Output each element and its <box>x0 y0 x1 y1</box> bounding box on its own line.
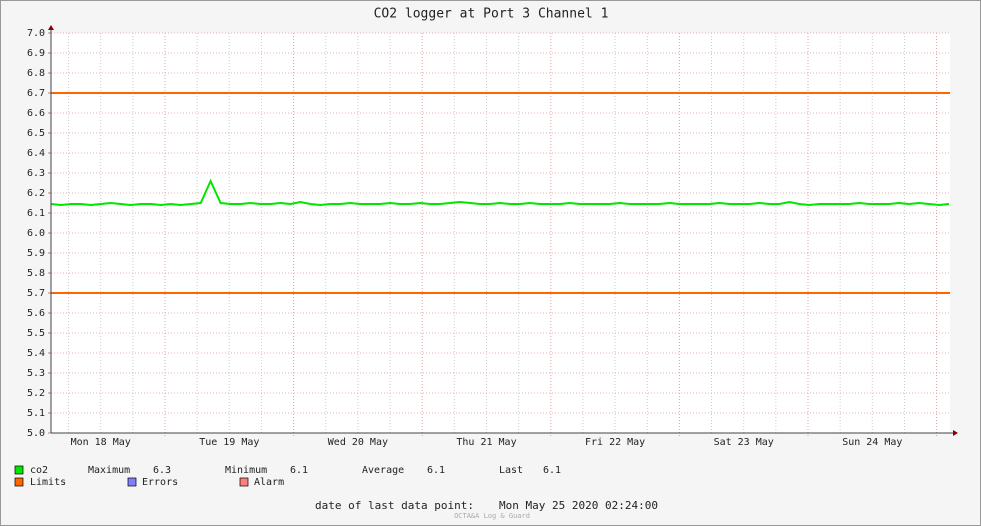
stat-label: Maximum <box>88 465 130 476</box>
y-tick-label: 5.3 <box>27 368 45 379</box>
y-tick-label: 5.2 <box>27 388 45 399</box>
x-tick-label: Mon 18 May <box>71 437 131 448</box>
x-tick-label: Wed 20 May <box>328 437 388 448</box>
y-tick-label: 5.0 <box>27 428 45 439</box>
y-tick-label: 5.4 <box>27 348 45 359</box>
x-tick-label: Sun 24 May <box>842 437 902 448</box>
y-tick-label: 6.1 <box>27 208 45 219</box>
y-tick-label: 6.5 <box>27 128 45 139</box>
y-tick-label: 6.9 <box>27 48 45 59</box>
x-tick-label: Thu 21 May <box>456 437 516 448</box>
y-tick-label: 5.8 <box>27 268 45 279</box>
x-tick-label: Fri 22 May <box>585 437 645 448</box>
y-tick-label: 6.0 <box>27 228 45 239</box>
chart-title: CO2 logger at Port 3 Channel 1 <box>374 7 609 22</box>
y-tick-label: 5.5 <box>27 328 45 339</box>
plot-area <box>51 33 950 433</box>
y-tick-label: 5.7 <box>27 288 45 299</box>
legend-label: Alarm <box>254 477 284 488</box>
watermark: OCTA&A Log & Guard <box>454 512 530 520</box>
stat-value: 6.1 <box>543 465 561 476</box>
y-tick-label: 6.3 <box>27 168 45 179</box>
y-tick-label: 5.9 <box>27 248 45 259</box>
stat-value: 6.3 <box>153 465 171 476</box>
footer-date: Mon May 25 2020 02:24:00 <box>499 499 658 512</box>
x-axis-arrow <box>953 430 958 436</box>
y-tick-label: 6.6 <box>27 108 45 119</box>
stat-label: Last <box>499 465 523 476</box>
stat-value: 6.1 <box>290 465 308 476</box>
y-tick-label: 5.6 <box>27 308 45 319</box>
data-line <box>50 178 950 207</box>
legend-swatch <box>14 477 24 487</box>
y-tick-label: 5.1 <box>27 408 45 419</box>
y-tick-label: 7.0 <box>27 28 45 39</box>
stat-label: Minimum <box>225 465 267 476</box>
x-tick-label: Sat 23 May <box>714 437 774 448</box>
y-tick-label: 6.8 <box>27 68 45 79</box>
y-tick-label: 6.7 <box>27 88 45 99</box>
legend-label: Errors <box>142 477 178 488</box>
x-tick-label: Tue 19 May <box>199 437 259 448</box>
y-tick-label: 6.4 <box>27 148 45 159</box>
legend-swatch <box>14 465 24 475</box>
stat-label: Average <box>362 465 404 476</box>
y-axis-arrow <box>48 25 54 30</box>
stat-value: 6.1 <box>427 465 445 476</box>
footer-label: date of last data point: <box>315 499 474 512</box>
legend-label: co2 <box>30 465 48 476</box>
y-tick-label: 6.2 <box>27 188 45 199</box>
legend-swatch <box>127 477 137 487</box>
legend-swatch <box>239 477 249 487</box>
legend-label: Limits <box>30 477 66 488</box>
